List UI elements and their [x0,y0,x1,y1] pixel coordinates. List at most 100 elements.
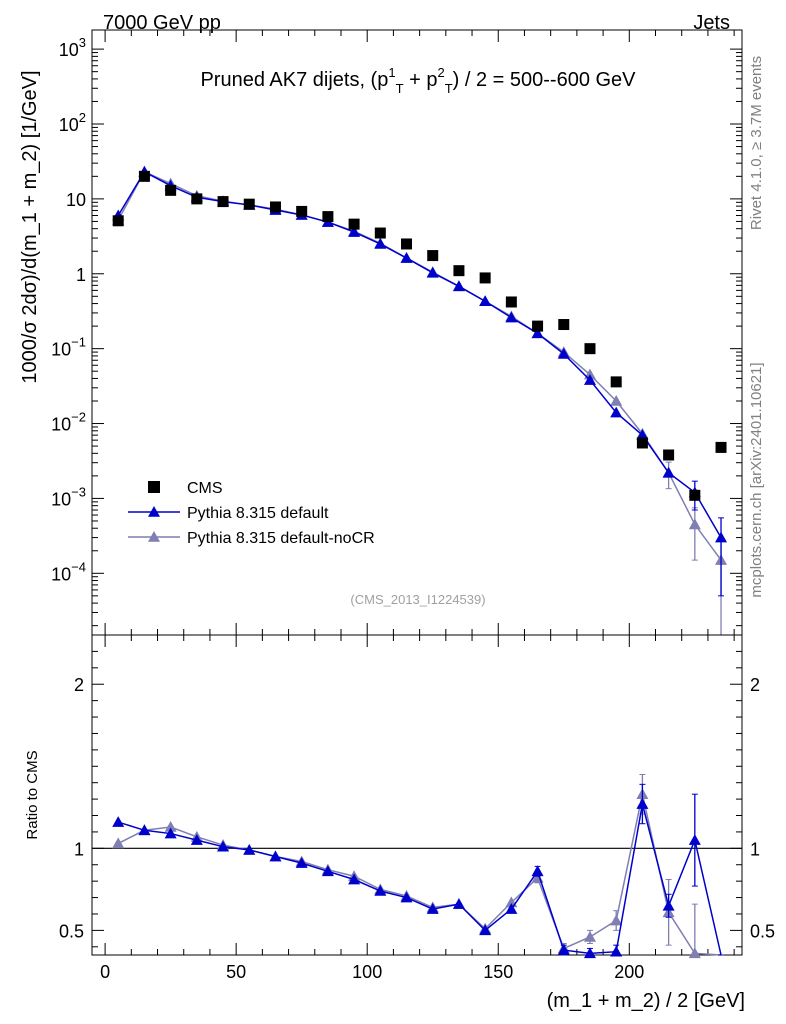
y-tick-base: 1 [76,265,86,285]
data-point-square [191,193,203,205]
ratio-point-triangle [688,947,701,959]
ratio-point-triangle [190,834,203,845]
y-tick-label: 103 [59,35,86,60]
ratio-y-axis-label: Ratio to CMS [24,750,41,839]
ratio-series-line [117,794,722,956]
ratio-point-triangle [138,824,151,836]
y-tick-base: 10 [51,489,71,509]
title-text: ) / 2 = 500--600 GeV [453,69,637,91]
y-tick-exponent: −1 [71,335,86,350]
data-point-square [401,238,413,250]
data-point-square [479,272,491,284]
data-point-triangle [583,374,596,385]
legend-label-nocr: Pythia 8.315 default-noCR [187,530,375,547]
ratio-point-triangle [112,816,125,827]
y-tick-exponent: −4 [71,559,86,574]
series-line [117,170,722,561]
data-point-square [217,196,229,208]
legend-label-default: Pythia 8.315 default [187,505,329,522]
data-point-triangle [715,531,728,543]
data-point-square [427,250,439,262]
title-text: Pruned AK7 dijets, (p [200,69,388,91]
data-point-square [715,441,727,453]
data-point-triangle [348,226,361,237]
ratio-point-triangle [164,827,177,839]
y-tick-exponent: −2 [71,410,86,425]
ratio-y-tick-label: 0.5 [59,921,84,941]
mcplots-label: mcplots.cern.ch [arXiv:2401.10621] [748,362,765,597]
data-point-triangle [374,237,387,249]
data-point-triangle [610,406,623,418]
ratio-point-triangle [610,945,623,957]
x-tick-label: 100 [352,962,382,982]
ratio-point-triangle [164,821,177,832]
ratio-y-tick-label-right: 1 [750,839,760,859]
data-point-square [663,449,675,461]
data-point-triangle [531,327,544,339]
ratio-point-triangle [610,914,623,926]
y-tick-exponent: −3 [71,484,86,499]
data-point-square [505,296,517,308]
y-tick-label: 10 [66,190,86,210]
data-point-square [558,319,570,331]
ratio-y-tick-label-right: 0.5 [750,921,775,941]
data-point-square [138,170,150,182]
y-tick-base: 10 [51,564,71,584]
data-point-triangle [610,394,623,406]
data-point-triangle [426,266,439,278]
y-tick-base: 10 [66,190,86,210]
data-point-square [374,227,386,239]
ratio-plot-panel: 0 50 100 150 200 0.5 0.5 1 1 2 2 [59,634,775,982]
ratio-point-triangle [583,930,596,942]
title-superscript: 1 [388,65,395,80]
ratio-point-triangle [243,843,256,855]
data-point-triangle [505,311,518,323]
ratio-point-triangle [479,924,492,936]
y-tick-base: 10 [59,115,79,135]
ratio-y-tick-label-right: 2 [750,675,760,695]
ratio-point-triangle [531,865,544,877]
y-tick-label: 1 [76,265,86,285]
x-axis-label: (m_1 + m_2) / 2 [GeV] [547,990,745,1012]
ratio-point-triangle [583,947,596,959]
ratio-point-triangle [452,898,465,909]
header-left: 7000 GeV pp [103,12,221,34]
ratio-series-line [117,803,722,956]
y-tick-label: 102 [59,110,86,135]
data-point-square [689,489,701,501]
x-tick-label: 200 [614,962,644,982]
title-text: + p [404,69,438,91]
ratio-point-triangle [217,840,230,852]
data-point-triangle [662,466,675,478]
y-tick-base: 10 [51,340,71,360]
legend: CMS Pythia 8.315 default Pythia 8.315 defa… [128,480,375,547]
data-point-triangle [479,295,492,307]
y-tick-label: 10−4 [51,559,86,584]
y-tick-label: 10−3 [51,484,86,509]
ratio-point-triangle [348,873,361,885]
data-point-square [532,320,544,332]
y-tick-exponent: 2 [79,110,86,125]
rivet-version-label: Rivet 4.1.0, ≥ 3.7M events [748,56,765,230]
ratio-point-triangle [636,798,649,809]
data-point-square [165,184,177,196]
ratio-frame [91,634,743,956]
data-point-square [584,343,596,355]
data-point-square [348,218,360,230]
title-subscript: T [396,81,404,96]
ratio-point-triangle [688,834,701,845]
ratio-point-triangle [295,857,308,868]
title-subscript: T [445,81,453,96]
data-point-triangle [452,280,465,292]
ratio-point-triangle [400,891,413,903]
data-point-square [296,205,308,217]
legend-marker-cms [148,481,160,493]
data-point-square [322,211,334,223]
data-point-triangle [688,518,701,530]
y-tick-exponent: 3 [79,35,86,50]
ratio-point-triangle [505,903,518,914]
ratio-point-triangle [557,944,570,955]
x-tick-label: 0 [100,962,110,982]
data-point-square [112,215,124,227]
ratio-y-tick-label: 2 [74,675,84,695]
